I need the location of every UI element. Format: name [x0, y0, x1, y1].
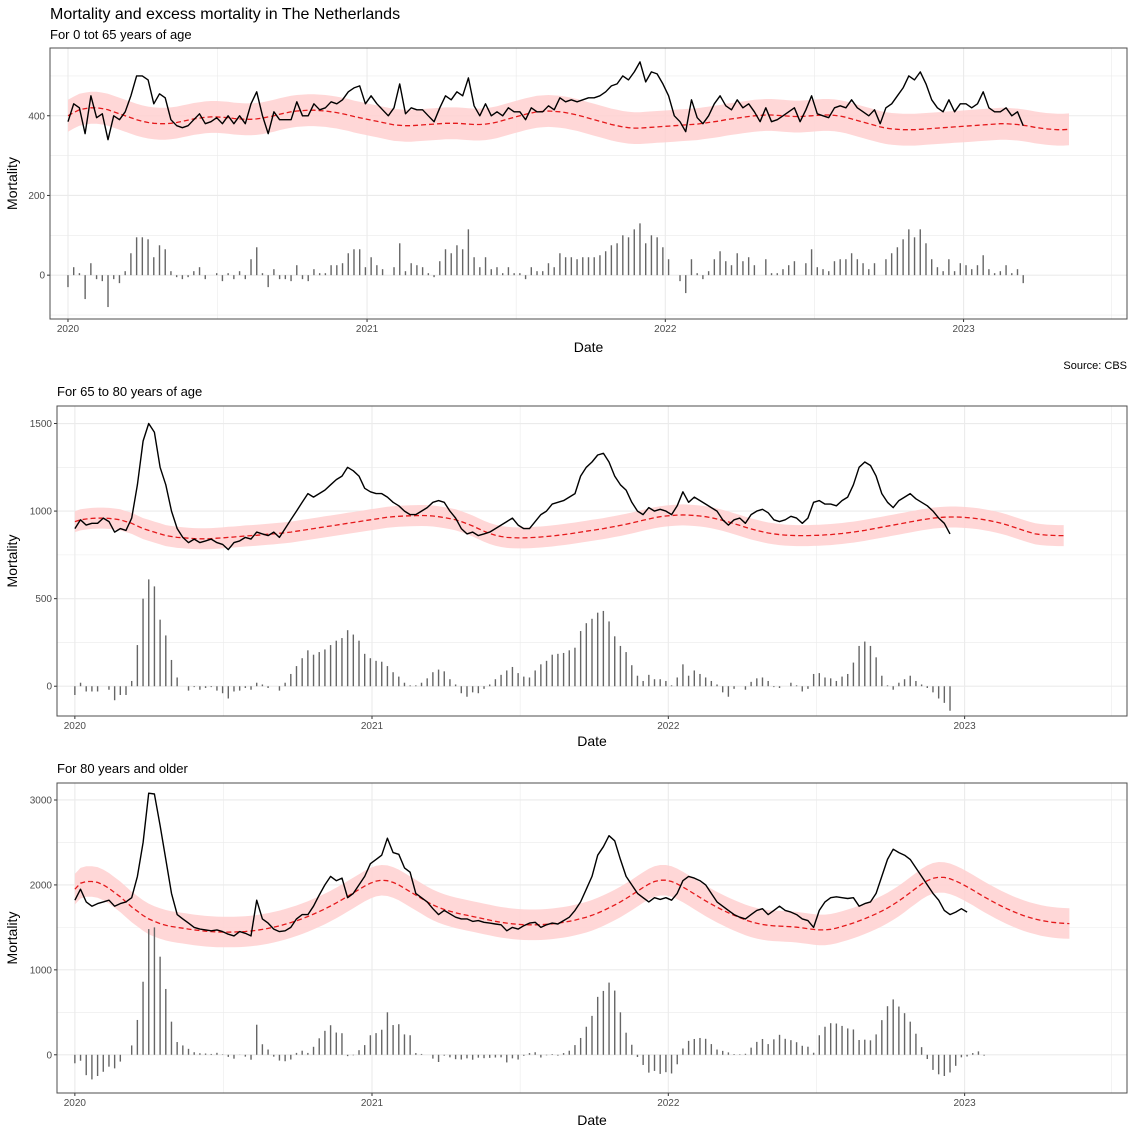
x-tick-label: 2022 [657, 721, 680, 732]
x-tick-label: 2023 [952, 324, 975, 335]
x-axis-title: Date [574, 339, 604, 355]
excess-bars [67, 223, 1024, 308]
x-tick-label: 2020 [57, 324, 80, 335]
expected-mortality-line [67, 107, 1070, 131]
y-tick-label: 500 [35, 594, 52, 605]
y-tick-label: 0 [46, 682, 52, 693]
grid [57, 783, 1127, 1093]
source-caption: Source: CBS [1063, 360, 1127, 372]
figure-title: Mortality and excess mortality in The Ne… [50, 6, 400, 23]
y-tick-label: 1000 [30, 965, 53, 976]
x-tick-label: 2021 [361, 721, 384, 732]
y-tick-label: 0 [46, 1050, 52, 1061]
observed-mortality-line [74, 792, 968, 937]
expected-range-band [74, 504, 1064, 550]
y-tick-label: 200 [28, 191, 45, 202]
y-tick-label: 2000 [30, 880, 53, 891]
expected-mortality-line [74, 514, 1064, 540]
panel-80-plus: For 80 years and older 0 1000 2000 3000 2020… [4, 761, 1128, 1128]
y-tick-label: 400 [28, 111, 45, 122]
excess-bars [74, 579, 951, 711]
panel-border [49, 47, 1128, 320]
panel-65-to-80: For 65 to 80 years of age 0 500 1000 1500 20… [4, 384, 1128, 749]
x-axis-title: Date [577, 733, 607, 749]
excess-bars [74, 927, 985, 1080]
panel-border [56, 405, 1128, 717]
y-tick-label: 1000 [30, 507, 53, 518]
x-tick-label: 2020 [64, 721, 87, 732]
y-axis-title: Mortality [4, 912, 20, 965]
x-tick-label: 2020 [64, 1098, 87, 1109]
x-tick-label: 2022 [654, 324, 677, 335]
panel-2-subtitle: For 80 years and older [57, 761, 188, 776]
x-axis-title: Date [577, 1112, 607, 1128]
panel-1-subtitle: For 65 to 80 years of age [57, 384, 202, 399]
y-tick-label: 1500 [30, 419, 53, 430]
observed-mortality-line [67, 61, 1024, 141]
y-tick-label: 3000 [30, 795, 53, 806]
x-tick-label: 2023 [954, 1098, 977, 1109]
panel-border [56, 782, 1128, 1094]
x-tick-label: 2023 [954, 721, 977, 732]
panel-background [50, 48, 1127, 319]
panel-0-to-65: For 0 tot 65 years of age 0 200 400 2020 202… [4, 27, 1128, 355]
observed-mortality-line [74, 422, 951, 551]
x-tick-label: 2022 [657, 1098, 680, 1109]
x-tick-label: 2021 [356, 324, 379, 335]
panel-0-subtitle: For 0 tot 65 years of age [50, 27, 192, 42]
expected-mortality-line [74, 876, 1070, 933]
y-tick-label: 0 [39, 271, 45, 282]
expected-range-band [74, 862, 1070, 948]
x-tick-label: 2021 [361, 1098, 384, 1109]
y-axis-title: Mortality [4, 535, 20, 588]
expected-range-band [68, 91, 1069, 146]
y-axis-title: Mortality [4, 157, 20, 210]
